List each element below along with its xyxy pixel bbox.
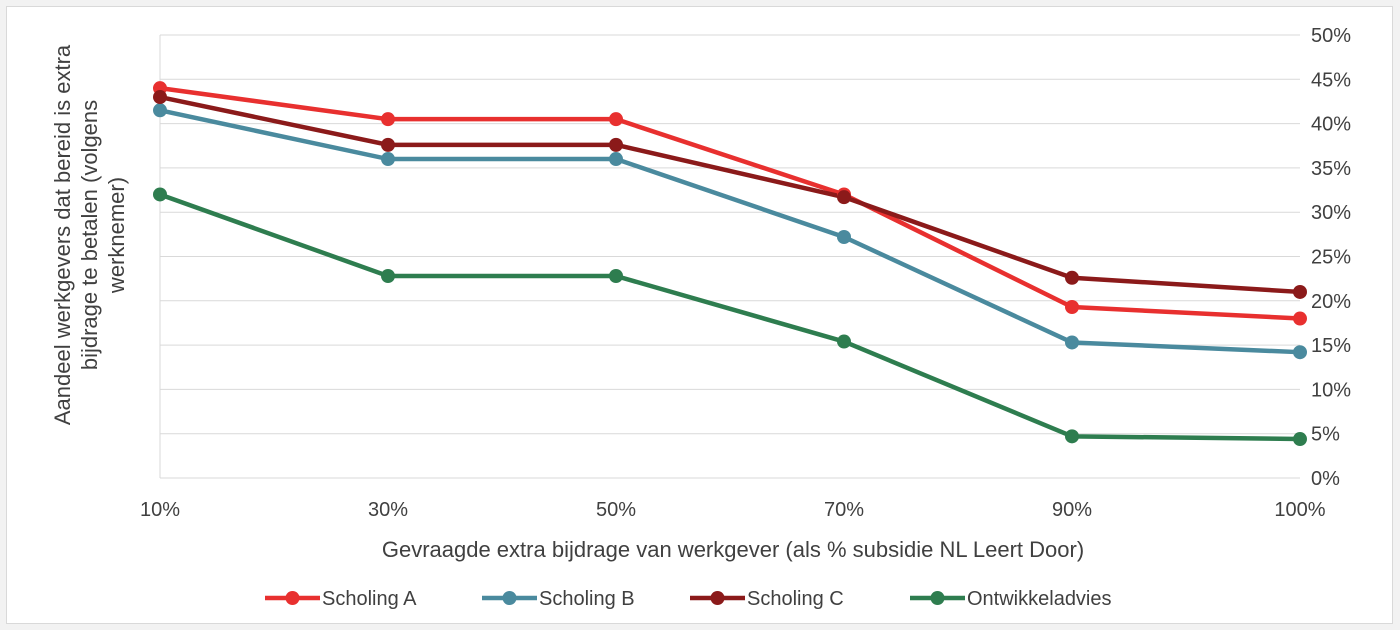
legend-label: Scholing B — [539, 588, 635, 610]
legend-swatch-marker — [710, 591, 725, 605]
data-point-series-3 — [837, 190, 851, 205]
series-line-1 — [157, 85, 1303, 321]
data-point-series-1 — [1293, 311, 1307, 326]
data-point-series-4 — [609, 268, 623, 283]
legend-item: Ontwikkeladvies — [910, 588, 1112, 610]
data-point-series-4 — [1065, 429, 1079, 444]
y-tick-label: 45% — [1311, 69, 1351, 91]
y-tick-label: 15% — [1311, 335, 1351, 357]
series-line-3 — [157, 94, 1303, 295]
y-tick-label: 25% — [1311, 247, 1351, 269]
x-tick-label: 90% — [1052, 499, 1092, 521]
x-tick-label: 50% — [596, 499, 636, 521]
legend-item: Scholing B — [482, 588, 635, 610]
data-point-series-2 — [837, 230, 851, 245]
y-axis-title-line-3: werknemer) — [104, 177, 129, 294]
data-point-series-2 — [153, 103, 167, 118]
data-point-series-2 — [609, 152, 623, 167]
chart-frame — [6, 6, 1393, 624]
y-tick-label: 20% — [1311, 291, 1351, 313]
x-tick-label: 100% — [1274, 499, 1325, 521]
y-axis-title-line-1: Aandeel werkgevers dat bereid is extra — [50, 44, 75, 425]
data-point-series-1 — [1065, 300, 1079, 315]
series-lines — [157, 85, 1303, 442]
legend-item: Scholing C — [690, 588, 844, 610]
y-axis-title-line-2: bijdrage te betalen (volgens — [77, 100, 102, 370]
y-tick-label: 30% — [1311, 202, 1351, 224]
series-points — [153, 81, 1307, 447]
y-tick-label: 5% — [1311, 424, 1340, 446]
data-point-series-1 — [609, 112, 623, 127]
data-point-series-4 — [153, 187, 167, 202]
y-tick-label: 0% — [1311, 468, 1340, 490]
series-line-4 — [157, 192, 1303, 442]
y-tick-label: 40% — [1311, 114, 1351, 136]
data-point-series-2 — [381, 152, 395, 167]
x-tick-label: 70% — [824, 499, 864, 521]
legend-swatch-marker — [285, 591, 300, 605]
y-tick-label: 10% — [1311, 379, 1351, 401]
legend-label: Ontwikkeladvies — [967, 588, 1112, 610]
data-point-series-3 — [153, 90, 167, 105]
legend-item: Scholing A — [265, 588, 417, 610]
data-point-series-2 — [1065, 335, 1079, 350]
legend: Scholing A Scholing B Scholing C Ontwikkela… — [265, 588, 1112, 610]
x-tick-label: 30% — [368, 499, 408, 521]
legend-label: Scholing C — [747, 588, 844, 610]
series-line-2 — [157, 108, 1303, 355]
data-point-series-4 — [381, 268, 395, 283]
y-axis-title: Aandeel werkgevers dat bereid is extra b… — [50, 44, 129, 425]
gridlines — [159, 34, 1300, 479]
data-point-series-4 — [837, 334, 851, 349]
y-tick-label: 50% — [1311, 25, 1351, 47]
data-point-series-2 — [1293, 345, 1307, 360]
x-tick-label: 10% — [140, 499, 180, 521]
data-point-series-3 — [381, 137, 395, 152]
y-axis-ticks: 0% 5% 10% 15% 20% 25% 30% 35% 40% 45% 50% — [1311, 25, 1351, 490]
data-point-series-4 — [1293, 432, 1307, 447]
data-point-series-3 — [609, 137, 623, 152]
y-tick-label: 35% — [1311, 158, 1351, 180]
legend-label: Scholing A — [322, 588, 417, 610]
data-point-series-1 — [381, 112, 395, 127]
x-axis-ticks: 10% 30% 50% 70% 90% 100% — [140, 499, 1326, 521]
data-point-series-3 — [1065, 270, 1079, 285]
legend-swatch-marker — [930, 591, 945, 605]
legend-swatch-marker — [502, 591, 517, 605]
x-axis-title: Gevraagde extra bijdrage van werkgever (… — [382, 537, 1084, 562]
data-point-series-3 — [1293, 284, 1307, 299]
